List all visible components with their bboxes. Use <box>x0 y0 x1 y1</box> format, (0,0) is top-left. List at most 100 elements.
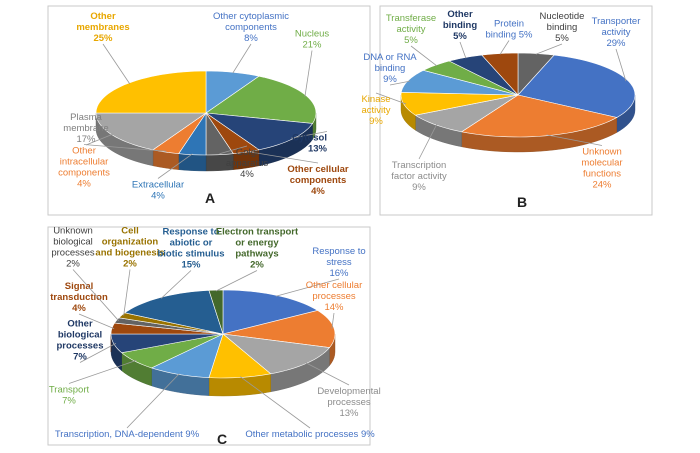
pie-slice-kinase-activity <box>400 92 519 116</box>
data-label-line: Nucleus <box>295 29 330 40</box>
data-label-line: activity <box>396 24 425 35</box>
data-label-line: stress <box>326 257 352 268</box>
data-label-line: 4% <box>77 179 91 190</box>
panel-b-pie: Nucleotide binding 5%Transporter activity 29… <box>361 9 640 193</box>
leader-line-nucleus <box>304 50 313 97</box>
data-label-line: membrane <box>63 123 108 134</box>
data-label-line: Other <box>90 11 116 22</box>
data-label-line: Electron transport <box>216 227 299 238</box>
data-label-line: Other cellular <box>306 280 363 291</box>
data-label-line: Cytosol <box>292 133 327 144</box>
data-label-line: biological <box>58 330 102 341</box>
data-label-transporter-activity: Transporter activity 29% <box>592 16 641 49</box>
data-label-line: processes <box>312 291 356 302</box>
data-label-line: Kinase <box>361 94 390 105</box>
pie-slice-cytosol <box>204 112 314 151</box>
data-label-unknown-biological-processes: Unknown biological processes 2% <box>51 226 95 270</box>
pie-slice-other-biological-processes <box>110 333 224 354</box>
leader-line-other-binding <box>459 41 467 59</box>
data-label-nucleus: Nucleus 21% <box>295 29 330 51</box>
pie-slice-nucleus <box>205 75 317 124</box>
data-label-line: 14% <box>324 302 344 313</box>
data-label-line: 8% <box>244 33 258 44</box>
data-label-line: 2% <box>123 259 137 270</box>
data-label-line: 15% <box>181 260 201 271</box>
data-label-line: 13% <box>308 144 328 155</box>
leader-line-electron-transport-or-energy-pathways <box>215 270 258 292</box>
data-label-line: activity <box>601 27 630 38</box>
data-label-response-to-stress: Response to stress 16% <box>312 246 365 279</box>
data-label-line: Other metabolic processes 9% <box>245 429 375 440</box>
data-label-line: 9% <box>369 116 383 127</box>
data-label-line: Signal <box>65 281 94 292</box>
data-label-transcription-factor-activity: Transcription factor activity 9% <box>391 160 447 193</box>
leader-line-protein-binding <box>499 40 510 55</box>
pie-slice-response-to-abiotic-or-biotic-stimulus <box>124 290 224 335</box>
data-label-line: 17% <box>76 134 96 145</box>
data-label-line: components <box>290 175 346 186</box>
pie-slice-dna-or-rna-binding <box>400 69 519 96</box>
data-label-line: Other <box>72 146 96 157</box>
data-label-line: DNA or RNA <box>363 52 417 63</box>
data-label-unknown-molecular-functions: Unknown molecular functions 24% <box>581 147 622 191</box>
data-label-developmental-processes: Developmental processes 13% <box>317 386 380 419</box>
data-label-line: factor activity <box>391 171 447 182</box>
panel-c-letter: C <box>217 431 227 447</box>
data-label-line: 9% <box>383 74 397 85</box>
data-label-line: binding <box>547 22 578 33</box>
leader-line-cell-organization-and-biogenesis <box>123 269 131 316</box>
data-label-other-cellular-components: Other cellular components 4% <box>287 164 349 197</box>
pie-side-walls <box>400 94 636 153</box>
pie-slice-golgi-apparatus <box>205 112 234 156</box>
leader-line-signal-transduction <box>78 313 115 329</box>
panel-b-letter: B <box>517 194 527 210</box>
panel-a-pie: Other cytoplasmic components 8% Nucleus 21% C… <box>58 11 349 202</box>
data-label-line: apparatus <box>226 158 269 169</box>
leader-line-transferase-activity <box>410 45 438 67</box>
pie-slice-other-binding <box>448 54 519 96</box>
leader-line-response-to-abiotic-or-biotic-stimulus <box>161 270 192 299</box>
pie-wall-extracellular <box>178 153 207 172</box>
leader-line-kinase-activity <box>375 92 407 105</box>
data-label-transcription-dna-dependent: Transcription, DNA-dependent 9% <box>55 429 200 440</box>
pie-slice-response-to-stress <box>222 289 319 335</box>
panel-c-pie: Response to stress 16%Other cellular proces… <box>49 226 381 441</box>
data-label-line: processes <box>327 397 371 408</box>
data-label-line: abiotic or <box>170 238 213 249</box>
data-label-cell-organization-and-biogenesis: Cell organization and biogenesis 2% <box>95 226 164 270</box>
data-label-dna-or-rna-binding: DNA or RNA binding 9% <box>363 52 417 85</box>
data-label-line: Response to <box>162 227 219 238</box>
leader-line-unknown-biological-processes <box>72 269 119 321</box>
data-label-transport: Transport 7% <box>49 385 90 407</box>
pie-slice-other-cellular-components <box>205 112 260 154</box>
pie-slice-transcription-factor-activity <box>414 94 519 133</box>
pie-slice-unknown-molecular-functions <box>460 94 618 138</box>
data-label-line: 16% <box>329 268 349 279</box>
pie-slice-electron-transport-or-energy-pathways <box>208 289 224 335</box>
data-label-line: Transferase <box>386 13 436 24</box>
leader-line-transcription-dna-dependent <box>126 373 180 429</box>
leader-line-dna-or-rna-binding <box>389 80 411 86</box>
leader-line-transcription-factor-activity <box>418 123 438 160</box>
leader-line-cytosol <box>291 131 328 139</box>
data-label-nucleotide-binding: Nucleotide binding 5% <box>540 11 585 44</box>
data-label-line: Transcription <box>392 160 447 171</box>
data-label-line: 4% <box>240 169 254 180</box>
leader-line-other-cytoplasmic-components <box>232 43 252 74</box>
data-label-line: organization <box>102 237 159 248</box>
leader-line-other-cellular-components <box>245 150 319 164</box>
data-label-line: 5% <box>404 35 418 46</box>
data-label-line: 4% <box>72 303 86 314</box>
data-label-other-membranes: Other membranes 25% <box>76 11 129 44</box>
data-label-line: binding 5% <box>485 30 533 41</box>
data-label-kinase-activity: Kinase activity 9% <box>361 94 390 127</box>
data-label-line: components <box>58 168 110 179</box>
pie-side-walls <box>95 112 317 172</box>
leader-line-other-metabolic-processes <box>239 376 311 429</box>
leader-line-other-cellular-processes <box>331 312 335 329</box>
data-label-other-cytoplasmic-components: Other cytoplasmic components 8% <box>213 11 289 44</box>
data-label-line: binding <box>375 63 406 74</box>
data-label-other-binding: Other binding 5% <box>443 9 477 42</box>
pie-slice-other-metabolic-processes <box>208 333 272 379</box>
data-label-line: 4% <box>311 186 325 197</box>
